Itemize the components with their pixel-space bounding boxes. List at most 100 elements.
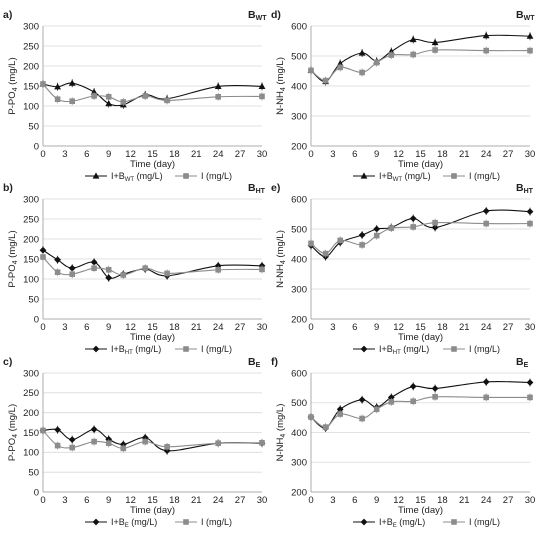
data-point — [259, 266, 265, 273]
y-tick-label: 300 — [23, 194, 39, 205]
data-point — [105, 274, 113, 282]
data-point — [336, 59, 344, 67]
legend-marker — [360, 518, 368, 526]
y-axis-label: P-PO4 (mg/L) — [7, 57, 19, 114]
legend-marker — [92, 345, 100, 353]
x-tick-label: 0 — [40, 149, 45, 160]
panel-label: e) — [271, 182, 280, 194]
data-point — [431, 38, 439, 46]
panel-label: c) — [3, 356, 12, 368]
y-tick-label: 100 — [23, 274, 39, 285]
data-point — [142, 93, 148, 99]
x-axis-label: Time (day) — [398, 332, 443, 343]
legend-label: I+BHT (mg/L) — [379, 344, 429, 356]
series-line-2 — [42, 430, 263, 449]
y-tick-label: 0 — [34, 487, 39, 498]
data-point — [359, 415, 365, 422]
data-point — [388, 225, 395, 231]
x-tick-label: 6 — [352, 495, 357, 506]
y-tick-label: 500 — [291, 224, 307, 235]
legend-label: I+BE (mg/L) — [379, 517, 425, 529]
x-tick-label: 9 — [374, 149, 379, 160]
treatment-tag: BE — [516, 356, 529, 369]
x-tick-label: 21 — [459, 495, 470, 506]
data-point — [40, 81, 46, 87]
data-point — [483, 394, 489, 401]
data-point — [40, 427, 46, 434]
data-point — [90, 88, 98, 95]
data-point — [91, 265, 97, 271]
x-tick-label: 21 — [191, 322, 202, 333]
data-point — [105, 267, 112, 273]
data-point — [91, 438, 97, 445]
legend-marker — [92, 518, 100, 526]
x-tick-label: 15 — [147, 495, 158, 506]
data-point — [358, 231, 366, 239]
legend-marker — [183, 346, 189, 352]
y-tick-label: 600 — [291, 21, 307, 32]
data-point — [215, 267, 221, 273]
y-tick-label: 500 — [291, 398, 307, 409]
data-point — [308, 67, 314, 74]
data-point — [373, 225, 381, 233]
data-point — [215, 94, 221, 100]
data-point — [526, 379, 534, 386]
y-tick-label: 0 — [34, 141, 39, 152]
x-axis-label: Time (day) — [130, 159, 175, 170]
chart-panel-6: 200 300 400 500 600 0 3 6 9 12 15 18 21 24 27 30 Time (d… — [271, 356, 535, 529]
x-tick-label: 3 — [330, 322, 335, 333]
series-line-1 — [42, 82, 263, 107]
x-tick-label: 0 — [308, 322, 313, 333]
series-line-2 — [310, 222, 531, 255]
chart-panel-3: 0 50 100 150 200 250 300 0 3 6 9 12 15 18 21 24 27 30 Time… — [3, 182, 267, 356]
legend-marker — [360, 345, 368, 353]
data-point — [526, 32, 534, 39]
x-tick-label: 9 — [374, 322, 379, 333]
series-line-2 — [310, 396, 531, 428]
x-axis-label: Time (day) — [398, 505, 443, 516]
x-tick-label: 30 — [257, 495, 268, 506]
x-tick-label: 24 — [213, 149, 224, 160]
data-point — [526, 208, 534, 215]
x-tick-label: 12 — [393, 495, 404, 506]
x-axis-label: Time (day) — [130, 332, 175, 343]
data-point — [105, 100, 113, 107]
data-point — [308, 414, 314, 420]
y-tick-label: 150 — [23, 428, 39, 439]
x-tick-label: 30 — [525, 495, 536, 506]
data-point — [358, 49, 366, 56]
data-point — [410, 398, 416, 405]
legend-label: I (mg/L) — [201, 344, 232, 354]
data-point — [359, 242, 365, 248]
data-point — [308, 240, 314, 247]
x-tick-label: 0 — [40, 495, 45, 506]
data-point — [482, 378, 490, 386]
y-tick-label: 200 — [23, 408, 39, 419]
series-line-1 — [42, 249, 263, 279]
legend-label: I+BWT (mg/L) — [111, 171, 163, 183]
treatment-tag: BWT — [516, 9, 535, 22]
y-tick-label: 400 — [291, 81, 307, 92]
data-point — [54, 256, 61, 264]
panel-label: a) — [3, 9, 12, 21]
data-point — [40, 254, 46, 260]
data-point — [388, 399, 395, 405]
y-tick-label: 600 — [291, 194, 307, 205]
data-point — [69, 98, 75, 104]
x-tick-label: 6 — [352, 322, 357, 333]
x-tick-label: 6 — [352, 149, 357, 160]
y-tick-label: 200 — [291, 314, 307, 325]
x-axis-label: Time (day) — [130, 505, 175, 516]
data-point — [431, 224, 439, 231]
data-point — [337, 411, 343, 417]
x-tick-label: 9 — [106, 322, 111, 333]
x-tick-label: 12 — [125, 495, 136, 506]
y-tick-label: 50 — [28, 467, 39, 478]
data-point — [54, 269, 61, 275]
legend-label: I+BE (mg/L) — [111, 517, 157, 529]
treatment-tag: BHT — [248, 182, 266, 195]
x-tick-label: 18 — [169, 149, 180, 160]
series-line-2 — [310, 49, 531, 82]
panel-label: d) — [271, 9, 281, 21]
x-tick-label: 3 — [330, 495, 335, 506]
